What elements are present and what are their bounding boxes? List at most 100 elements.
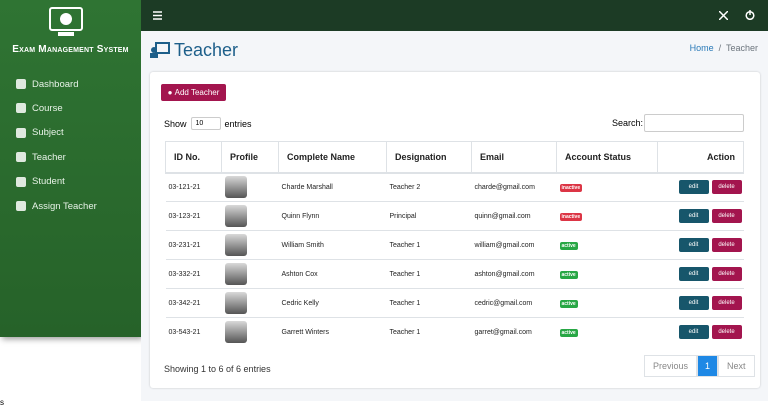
menu-label: Student <box>32 176 65 188</box>
column-label: Email <box>480 151 505 162</box>
name-cell: Cedric Kelly <box>278 288 387 318</box>
menu-icon <box>16 152 26 163</box>
avatar <box>224 292 247 314</box>
fullscreen-button[interactable] <box>719 11 728 20</box>
menu-item[interactable]: Student <box>16 173 65 191</box>
menu-item[interactable]: Subject <box>16 124 64 142</box>
page-button[interactable]: 1 <box>697 355 719 377</box>
page-size-select[interactable]: 10 <box>190 117 221 130</box>
search-input[interactable] <box>644 114 744 132</box>
menu-toggle[interactable] <box>153 11 162 20</box>
id-cell: 03-231-21 <box>165 230 222 260</box>
delete-button[interactable]: delete <box>711 267 742 281</box>
designation-cell: Teacher 1 <box>386 230 472 260</box>
profile-cell <box>221 172 279 202</box>
header-row: ID No. Profile Complete Name Designation Ema… <box>165 141 744 174</box>
designation-cell: Teacher 1 <box>386 317 472 347</box>
name-cell: Charde Marshall <box>278 172 387 202</box>
column-label: Complete Name <box>287 151 356 162</box>
edit-button[interactable]: edit <box>678 238 709 252</box>
avatar <box>224 176 247 199</box>
menu-label: Course <box>32 102 63 114</box>
status-cell: active <box>556 230 658 260</box>
sidebar: Exam Management System Dashboard Course Su… <box>0 0 141 337</box>
name-cell: William Smith <box>278 230 387 260</box>
entries-label: entries <box>224 118 252 129</box>
delete-button[interactable]: delete <box>711 325 742 340</box>
email-cell: garret@gmail.com <box>471 317 557 347</box>
menu-item[interactable]: Assign Teacher <box>16 197 97 215</box>
menu-item[interactable]: Dashboard <box>16 75 78 93</box>
power-button[interactable] <box>745 10 755 20</box>
column-header[interactable]: Email <box>471 141 557 174</box>
email-cell: ashton@gmail.com <box>471 259 557 289</box>
column-header[interactable]: Complete Name <box>278 141 387 174</box>
page-button[interactable]: Next <box>718 355 755 377</box>
avatar <box>224 263 247 285</box>
id-cell: 03-332-21 <box>165 259 222 289</box>
status-cell: inactive <box>556 201 658 231</box>
show-label: Show <box>164 118 187 129</box>
breadcrumb-current: Teacher <box>725 43 758 53</box>
id-cell: 03-543-21 <box>165 317 222 347</box>
edit-button[interactable]: edit <box>678 296 709 310</box>
avatar <box>224 205 247 227</box>
column-label: Action <box>707 151 735 162</box>
designation-cell: Teacher 1 <box>386 288 472 318</box>
status-badge: inactive <box>559 183 583 192</box>
action-cell: edit delete <box>657 259 744 289</box>
column-header[interactable]: ID No. <box>165 141 222 174</box>
edit-button[interactable]: edit <box>678 267 709 281</box>
button-label: Add Teacher <box>174 88 220 97</box>
column-label: Designation <box>395 151 447 162</box>
menu-item[interactable]: Teacher <box>16 148 66 166</box>
status-cell: active <box>556 288 658 318</box>
designation-cell: Principal <box>386 201 472 231</box>
profile-cell <box>221 317 279 347</box>
email-cell: cedric@gmail.com <box>471 288 557 318</box>
email-cell: charde@gmail.com <box>471 172 557 202</box>
action-cell: edit delete <box>657 288 744 318</box>
action-cell: edit delete <box>657 172 744 202</box>
delete-button[interactable]: delete <box>711 209 742 223</box>
column-label: ID No. <box>174 151 200 162</box>
table-row: 03-332-21 Ashton Cox Teacher 1 ashton@gmail… <box>165 259 744 289</box>
delete-button[interactable]: delete <box>711 238 742 252</box>
pagination: Previous 1 Next <box>644 355 755 377</box>
menu-icon <box>16 79 26 89</box>
column-label: Profile <box>230 151 259 162</box>
profile-cell <box>221 201 279 231</box>
profile-cell <box>221 288 279 318</box>
status-cell: active <box>556 259 658 289</box>
edit-button[interactable]: edit <box>678 180 709 195</box>
column-header[interactable]: Profile <box>221 141 279 174</box>
delete-button[interactable]: delete <box>711 180 742 195</box>
stray-text: s <box>0 398 4 407</box>
column-header[interactable]: Account Status <box>556 141 658 174</box>
table-body: 03-121-21 Charde Marshall Teacher 2 charde@… <box>165 172 744 347</box>
brand: Exam Management System <box>12 44 129 55</box>
id-cell: 03-342-21 <box>165 288 222 318</box>
name-cell: Garrett Winters <box>278 317 387 347</box>
id-cell: 03-123-21 <box>165 201 222 231</box>
edit-button[interactable]: edit <box>678 325 709 340</box>
designation-cell: Teacher 2 <box>386 172 472 202</box>
menu-item[interactable]: Course <box>16 99 63 117</box>
action-cell: edit delete <box>657 230 744 260</box>
table-row: 03-342-21 Cedric Kelly Teacher 1 cedric@gma… <box>165 288 744 318</box>
add-teacher-button[interactable]: ● Add Teacher <box>161 84 226 101</box>
menu-icon <box>16 176 26 187</box>
status-badge: active <box>559 328 578 337</box>
page-button[interactable]: Previous <box>644 355 698 377</box>
delete-button[interactable]: delete <box>711 296 742 310</box>
name-cell: Quinn Flynn <box>278 201 387 231</box>
edit-button[interactable]: edit <box>678 209 709 223</box>
column-header[interactable]: Designation <box>386 141 472 174</box>
menu-label: Assign Teacher <box>32 200 97 212</box>
avatar <box>224 234 247 256</box>
menu-label: Subject <box>32 127 64 139</box>
breadcrumb-link[interactable]: Home <box>689 43 714 53</box>
email-cell: william@gmail.com <box>471 230 557 260</box>
column-label: Account Status <box>565 151 632 162</box>
action-cell: edit delete <box>657 201 744 231</box>
